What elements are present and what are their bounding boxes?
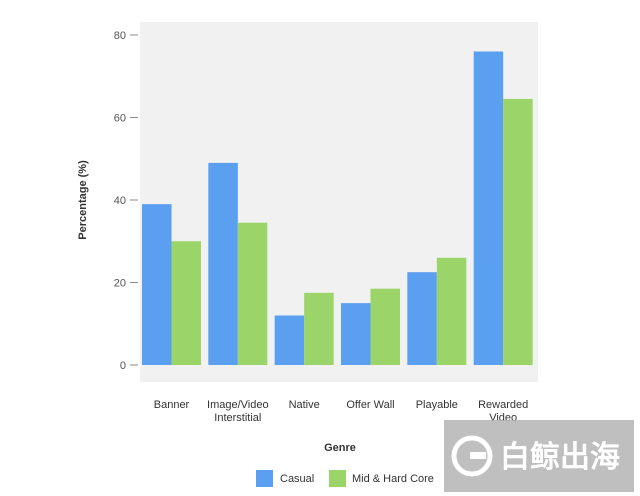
- bars-group: [142, 51, 533, 365]
- y-tick-label-0: 0: [120, 360, 126, 372]
- y-axis-title: Percentage (%): [77, 160, 89, 240]
- legend-label-mid-hard-core: Mid & Hard Core: [352, 473, 434, 485]
- whale-logo-icon: [451, 435, 493, 477]
- x-tick-label-banner: Banner: [154, 399, 190, 411]
- bar-mid-hard-core-offer-wall: [370, 288, 400, 365]
- bar-mid-hard-core-playable: [436, 257, 467, 365]
- watermark-text: 白鲸出海: [500, 440, 620, 475]
- bar-casual-offer-wall: [341, 303, 371, 365]
- bar-casual-playable: [407, 272, 437, 365]
- x-tick-label-image-video-interstitial: Image/Video Interstitial: [207, 399, 269, 424]
- x-axis: Banner Image/Video Interstitial Native Offer…: [154, 399, 528, 424]
- y-tick-label-60: 60: [114, 113, 126, 125]
- legend-swatch-mid-hard-core: [329, 470, 346, 487]
- plot-area: [140, 22, 538, 382]
- bar-casual-native: [274, 315, 305, 365]
- y-axis: 0 20 40 60 80: [114, 30, 138, 372]
- bar-casual-rewarded-video: [473, 51, 504, 365]
- bar-mid-hard-core-image-video-interstitial: [237, 222, 268, 365]
- bar-casual-banner: [142, 204, 172, 365]
- legend-label-casual: Casual: [280, 473, 314, 485]
- x-axis-title: Genre: [324, 442, 356, 454]
- y-tick-label-80: 80: [114, 30, 126, 42]
- x-tick-label-offer-wall: Offer Wall: [346, 399, 394, 411]
- x-tick-label-native: Native: [289, 399, 320, 411]
- y-tick-label-40: 40: [114, 195, 126, 207]
- bar-mid-hard-core-banner: [171, 241, 201, 365]
- legend-swatch-casual: [256, 470, 273, 487]
- x-tick-label-playable: Playable: [416, 399, 458, 411]
- bar-casual-image-video-interstitial: [208, 162, 238, 365]
- watermark: 白鲸出海: [444, 420, 634, 492]
- legend: Casual Mid & Hard Core: [256, 470, 434, 487]
- y-tick-label-20: 20: [114, 278, 126, 290]
- bar-mid-hard-core-rewarded-video: [503, 98, 533, 365]
- bar-mid-hard-core-native: [304, 292, 334, 365]
